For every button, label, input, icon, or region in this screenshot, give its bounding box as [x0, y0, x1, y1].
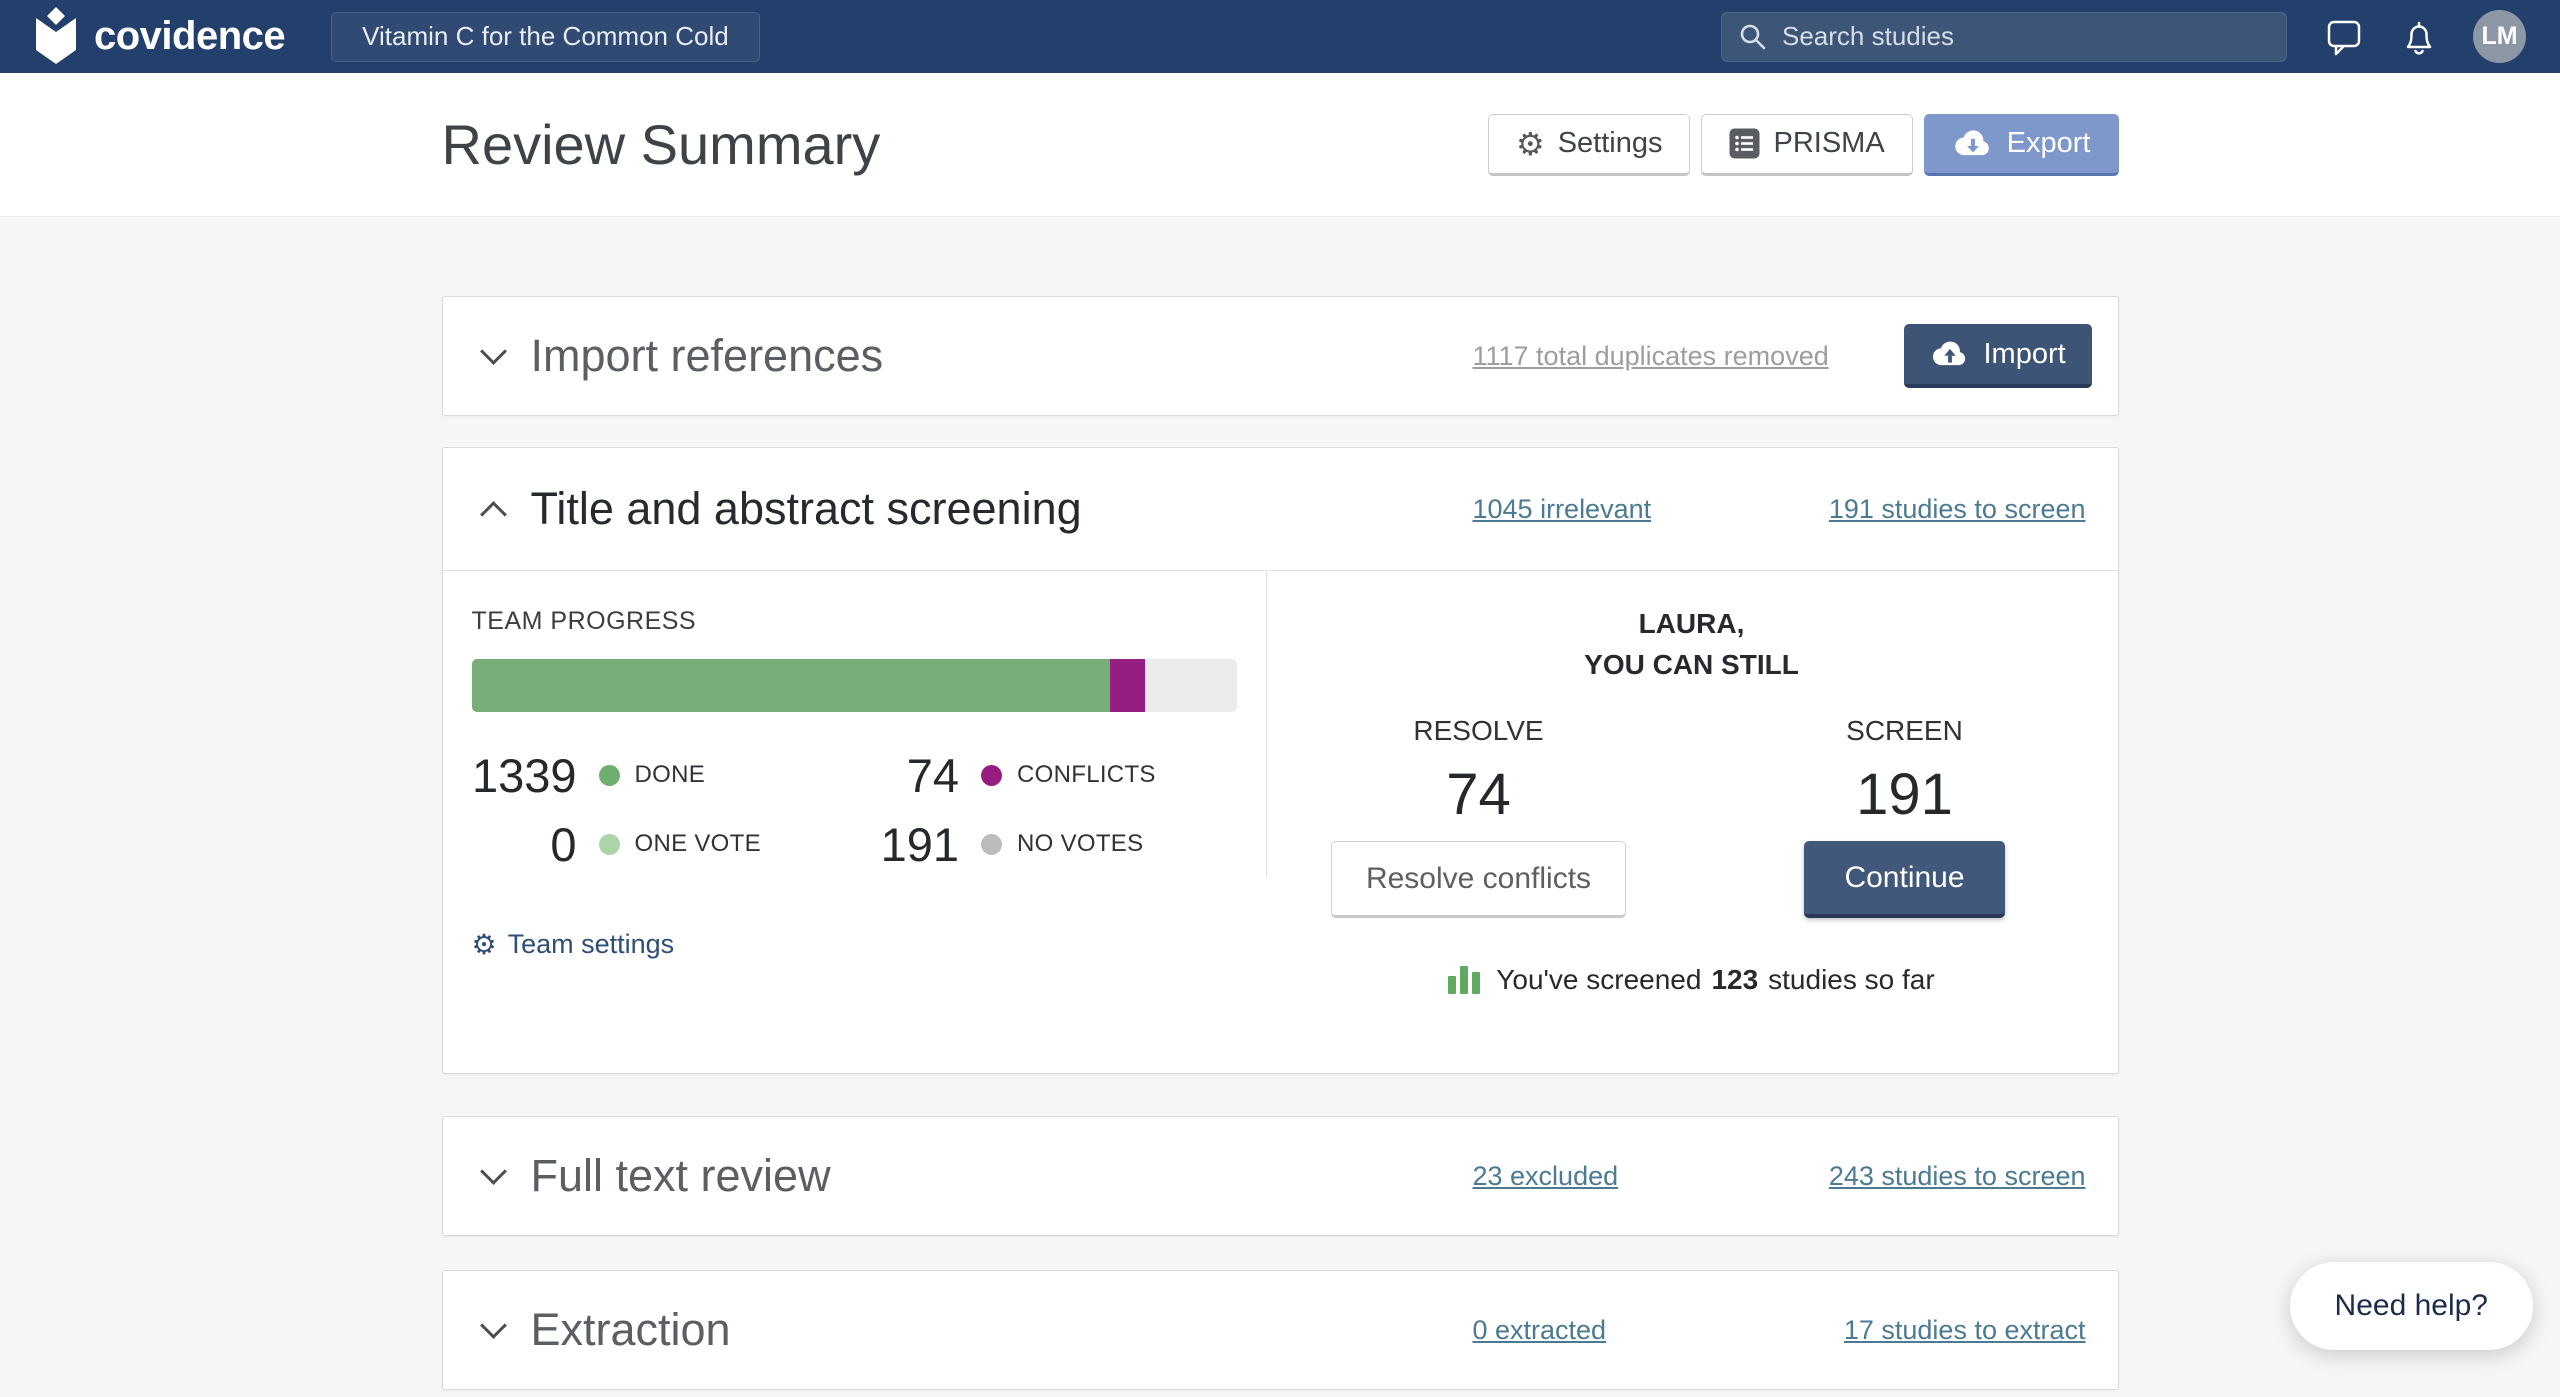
project-selector[interactable]: Vitamin C for the Common Cold: [331, 11, 760, 62]
stat-value: 0: [550, 817, 577, 871]
done-dot: [598, 764, 620, 786]
screen-count: 191: [1856, 762, 1953, 827]
user-actions-block: LAURA, YOU CAN STILL RESOLVE 74 Resolve …: [1266, 571, 2118, 1073]
search-input[interactable]: [1782, 21, 2270, 52]
chevron-down-icon[interactable]: [483, 1318, 507, 1342]
progress-conflicts-segment: [1110, 659, 1146, 712]
studies-to-screen-link[interactable]: 243 studies to screen: [1828, 1160, 2086, 1191]
stat-label: CONFLICTS: [1017, 761, 1156, 788]
studies-to-screen-link[interactable]: 191 studies to screen: [1828, 493, 2086, 524]
screened-prefix: You've screened: [1496, 964, 1702, 995]
prisma-button-label: PRISMA: [1773, 127, 1885, 159]
stat-done: 1339 DONE: [472, 744, 855, 806]
team-settings-label: Team settings: [507, 929, 675, 959]
chevron-down-icon[interactable]: [483, 1164, 507, 1188]
export-button[interactable]: Export: [1923, 113, 2119, 176]
bell-icon: [2406, 21, 2432, 55]
covidence-logo-icon: [36, 6, 76, 64]
section-extraction: Extraction 0 extracted 17 studies to ext…: [441, 1270, 2119, 1390]
team-progress-block: TEAM PROGRESS 1339 DONE 74: [443, 571, 1266, 1073]
stat-label: ONE VOTE: [634, 830, 761, 857]
chevron-up-icon[interactable]: [483, 497, 507, 521]
no-votes-dot: [981, 833, 1002, 855]
export-button-label: Export: [2006, 127, 2091, 159]
section-title: Extraction: [530, 1304, 731, 1355]
settings-button-label: Settings: [1557, 127, 1663, 159]
continue-button[interactable]: Continue: [1804, 841, 2005, 918]
top-navbar: covidence Vitamin C for the Common Cold: [0, 0, 2560, 73]
studies-to-extract-link[interactable]: 17 studies to extract: [1843, 1314, 2086, 1345]
stat-value: 191: [880, 817, 959, 871]
team-settings-link[interactable]: ⚙ Team settings: [472, 929, 675, 960]
search-icon: [1740, 24, 1766, 49]
one-vote-dot: [598, 833, 620, 855]
resolve-conflicts-button[interactable]: Resolve conflicts: [1330, 841, 1627, 918]
section-title-abstract-screening: Title and abstract screening 1045 irrele…: [441, 447, 2119, 1074]
duplicates-removed-link[interactable]: 1117 total duplicates removed: [1472, 340, 1829, 371]
screened-note: You've screened 123 studies so far: [1448, 964, 1935, 996]
progress-stats: 1339 DONE 74 CONFLICTS 0 ONE VOTE: [472, 744, 1237, 875]
stat-one-vote: 0 ONE VOTE: [472, 813, 855, 875]
excluded-link[interactable]: 23 excluded: [1472, 1160, 1619, 1191]
section-title: Title and abstract screening: [530, 483, 1082, 534]
settings-button[interactable]: ⚙ Settings: [1488, 113, 1691, 176]
vertical-divider: [1265, 571, 1267, 877]
section-title: Import references: [530, 330, 884, 381]
section-title: Full text review: [530, 1150, 831, 1201]
page-header: Review Summary ⚙ Settings PRISMA: [0, 73, 2560, 217]
extracted-link[interactable]: 0 extracted: [1472, 1314, 1607, 1345]
screened-suffix: studies so far: [1768, 964, 1935, 995]
bar-chart-icon: [1448, 966, 1481, 994]
messages-button[interactable]: [2325, 17, 2363, 57]
section-full-text-review: Full text review 23 excluded 243 studies…: [441, 1116, 2119, 1236]
page-title: Review Summary: [441, 113, 881, 176]
import-button-label: Import: [1983, 337, 2066, 370]
gear-icon: ⚙: [1516, 125, 1545, 162]
greeting-line1: LAURA,: [1638, 608, 1745, 639]
stat-label: NO VOTES: [1017, 830, 1144, 857]
stat-conflicts: 74 CONFLICTS: [854, 744, 1237, 806]
list-icon: [1729, 128, 1760, 159]
resolve-count: 74: [1446, 762, 1511, 827]
conflicts-dot: [981, 764, 1002, 786]
cloud-download-icon: [1954, 129, 1989, 155]
search-box[interactable]: [1721, 11, 2287, 62]
progress-done-segment: [471, 659, 1111, 712]
section-import-references: Import references 1117 total duplicates …: [441, 296, 2119, 416]
team-progress-label: TEAM PROGRESS: [471, 607, 697, 635]
brand-name: covidence: [94, 14, 286, 58]
greeting-line2: YOU CAN STILL: [1584, 649, 1799, 680]
main-content: Import references 1117 total duplicates …: [441, 217, 2119, 1390]
greeting: LAURA, YOU CAN STILL: [1584, 603, 1799, 685]
prisma-button[interactable]: PRISMA: [1701, 113, 1913, 176]
notifications-button[interactable]: [2401, 16, 2437, 58]
gear-icon: ⚙: [471, 928, 497, 960]
import-button[interactable]: Import: [1903, 324, 2092, 388]
stat-value: 74: [906, 748, 959, 802]
irrelevant-link[interactable]: 1045 irrelevant: [1472, 493, 1652, 524]
covidence-logo[interactable]: covidence: [34, 6, 286, 68]
cloud-upload-icon: [1932, 340, 1965, 365]
user-avatar[interactable]: LM: [2473, 10, 2526, 63]
stat-no-votes: 191 NO VOTES: [854, 813, 1237, 875]
chevron-down-icon[interactable]: [483, 344, 507, 368]
chat-bubble-icon: [2327, 20, 2361, 55]
resolve-label: RESOLVE: [1413, 715, 1544, 746]
stat-label: DONE: [634, 761, 706, 788]
need-help-button[interactable]: Need help?: [2289, 1262, 2533, 1350]
team-progress-bar: [471, 659, 1237, 712]
screened-count: 123: [1711, 964, 1759, 995]
screen-label: SCREEN: [1846, 715, 1963, 746]
stat-value: 1339: [471, 748, 577, 802]
